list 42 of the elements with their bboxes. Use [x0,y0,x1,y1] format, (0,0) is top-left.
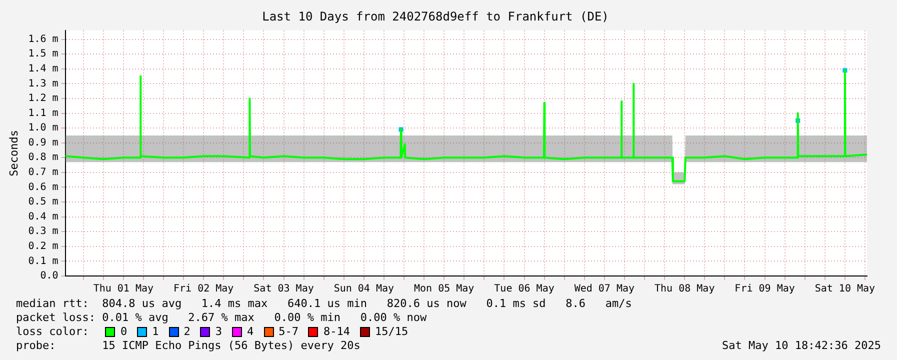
text: Sat May 10 18:42:36 2025 [722,339,881,352]
x-tick-label: Fri 09 May [734,284,795,295]
legend-label: 2 [184,325,190,338]
x-tick-label: Thu 01 May [93,284,154,295]
y-tick-label: 0.6 m [28,182,58,193]
y-tick-label: 0.7 m [28,167,58,178]
y-tick-label: 0.4 m [28,211,58,222]
legend-label: 5-7 [278,325,298,338]
y-tick-label: 0.9 m [28,137,58,148]
text: packet loss: 0.01 % avg 2.67 % max 0.00 % min 0.00 % now [16,311,427,324]
y-tick-label: 1.6 m [28,34,58,45]
x-tick-label: Fri 02 May [173,284,234,295]
y-axis-title: Seconds [7,130,20,176]
y-tick-label: 1.3 m [28,78,58,90]
x-tick-label: Sat 10 May [814,284,876,295]
y-tick-label: 1.0 m [28,122,58,134]
y-tick-label: 1.4 m [28,63,58,74]
y-tick-label: 1.1 m [28,108,58,119]
y-tick-label: 0.3 m [28,226,58,238]
legend-label: 0 [120,325,128,338]
x-tick-label: Thu 08 May [654,284,715,295]
legend-label: 15/15 [374,325,408,338]
x-tick-label: Sat 03 May [254,284,314,295]
y-tick-label: 0.1 m [28,256,58,267]
legend-label: 8-14 [323,325,350,338]
legend-title: loss color: [16,325,90,338]
legend-label: 3 [215,325,222,338]
y-tick-label: 1.2 m [28,93,58,104]
text: median rtt: 804.8 us avg 1.4 ms max 640.1 us min 820.6 us now 0.1 ms sd 8.6 am/s [16,297,632,310]
legend-label: 1 [152,325,159,338]
x-tick-label: Tue 06 May [494,284,554,295]
text: probe: 15 ICMP Echo Pings (56 Bytes) every 20s [16,339,360,352]
legend-label: 4 [246,325,254,338]
x-tick-label: Mon 05 May [414,284,474,295]
x-tick-label: Wed 07 May [574,284,635,295]
y-tick-label: 1.5 m [28,48,58,60]
y-tick-label: 0.0 [40,270,58,282]
y-tick-label: 0.2 m [28,241,58,252]
chart-title: Last 10 Days from 2402768d9eff to Frankfurt (DE) [262,9,609,24]
x-tick-label: Sun 04 May [334,284,394,295]
y-tick-label: 0.5 m [28,196,58,208]
y-tick-label: 0.8 m [28,152,58,164]
